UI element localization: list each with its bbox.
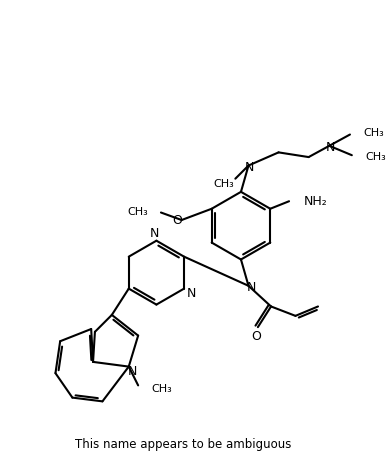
Text: N: N (245, 161, 254, 174)
Text: NH₂: NH₂ (304, 195, 328, 208)
Text: CH₃: CH₃ (365, 152, 386, 162)
Text: This name appears to be ambiguous: This name appears to be ambiguous (74, 438, 291, 451)
Text: N: N (325, 141, 335, 154)
Text: O: O (172, 214, 182, 228)
Text: CH₃: CH₃ (363, 127, 384, 138)
Text: CH₃: CH₃ (151, 384, 172, 394)
Text: N: N (187, 287, 196, 300)
Text: O: O (251, 330, 261, 343)
Text: CH₃: CH₃ (127, 207, 148, 217)
Text: N: N (247, 281, 256, 294)
Text: N: N (128, 365, 137, 378)
Text: N: N (150, 227, 159, 240)
Text: CH₃: CH₃ (214, 179, 234, 189)
